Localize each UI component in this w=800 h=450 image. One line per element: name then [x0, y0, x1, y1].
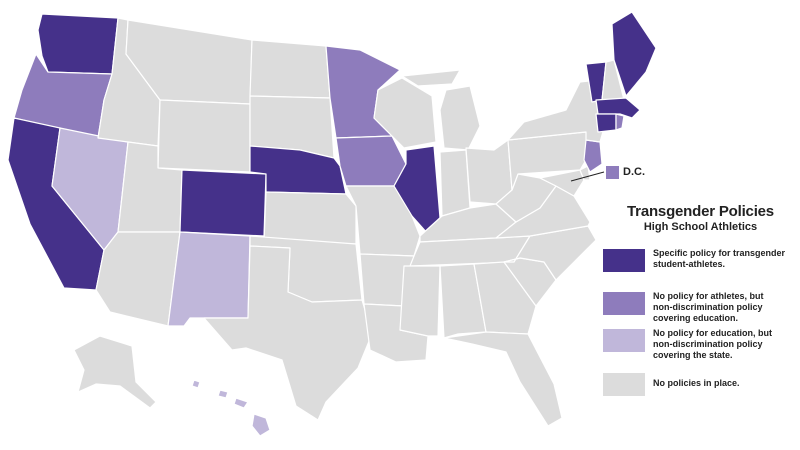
legend-label-education: No policy for athletes, but non-discrimi… — [653, 291, 764, 323]
state-hawaii-big-island — [251, 413, 271, 437]
dc-leader-line — [570, 171, 605, 182]
state-alabama — [439, 263, 487, 339]
state-arizona — [95, 231, 181, 327]
state-wisconsin — [373, 77, 437, 149]
state-iowa — [335, 135, 407, 187]
dc-swatch — [606, 166, 619, 179]
state-north-dakota — [249, 39, 331, 99]
legend-label-state: No policy for education, but non-discrim… — [653, 328, 772, 360]
state-maryland — [539, 169, 585, 197]
legend-title: Transgender Policies — [627, 203, 774, 220]
state-florida — [443, 331, 563, 427]
legend-label-specific: Specific policy for transgender student-… — [653, 248, 786, 269]
state-rhode-island — [615, 113, 625, 131]
state-georgia — [473, 261, 537, 335]
state-mississippi — [399, 265, 441, 337]
state-alaska — [73, 335, 157, 409]
state-new-mexico — [167, 231, 251, 327]
dc-label: D.C. — [623, 166, 645, 178]
legend: Transgender Policies High School Athleti… — [603, 203, 798, 396]
legend-swatch-state — [603, 329, 645, 352]
state-hawaii-maui — [233, 397, 249, 409]
legend-subtitle: High School Athletics — [643, 221, 758, 233]
state-washington — [37, 13, 119, 75]
state-wyoming — [157, 99, 251, 173]
state-hawaii-kauai — [191, 379, 201, 389]
state-ohio — [465, 139, 513, 205]
state-hawaii-oahu — [217, 389, 229, 399]
state-illinois — [393, 145, 441, 235]
state-kansas — [263, 191, 357, 245]
legend-swatch-education — [603, 292, 645, 315]
state-maine — [611, 11, 657, 97]
legend-swatch-specific — [603, 249, 645, 272]
legend-label-none: No policies in place. — [653, 378, 740, 388]
state-texas — [203, 245, 373, 421]
state-indiana — [439, 149, 471, 217]
legend-swatch-none — [603, 373, 645, 396]
state-colorado — [179, 169, 267, 237]
state-connecticut — [595, 113, 617, 133]
